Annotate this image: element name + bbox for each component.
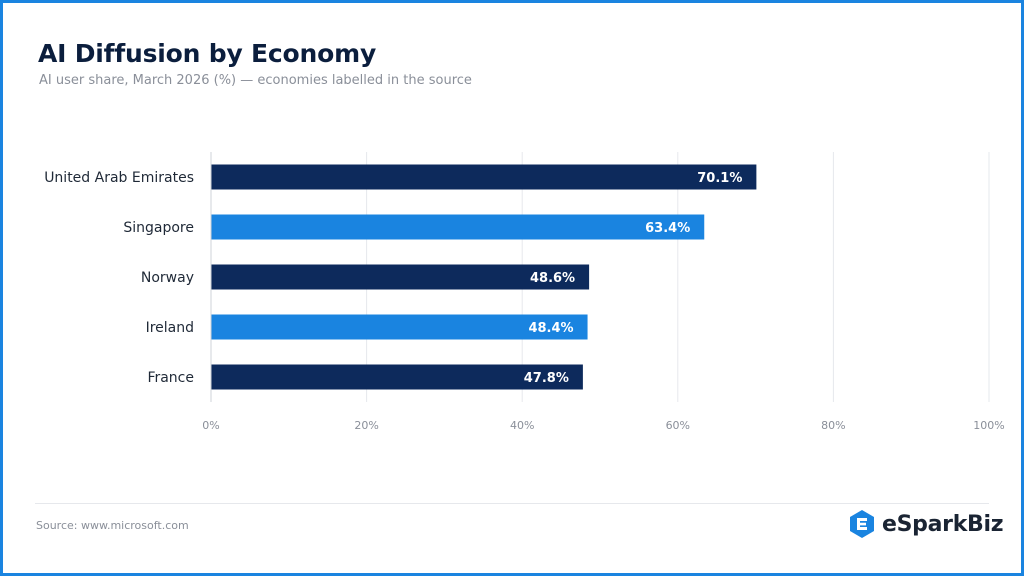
category-label: Singapore (123, 220, 194, 236)
bar (211, 164, 757, 190)
x-tick-label: 100% (973, 419, 1004, 432)
data-label: 48.4% (528, 321, 573, 336)
bar (211, 314, 588, 340)
data-label: 70.1% (697, 171, 742, 186)
data-label: 48.6% (530, 271, 575, 286)
chart-title: AI Diffusion by Economy (38, 39, 377, 68)
category-label: Norway (141, 270, 194, 286)
x-tick-label: 40% (510, 419, 534, 432)
x-tick-label: 80% (821, 419, 845, 432)
chart-subtitle: AI user share, March 2026 (%) — economie… (39, 73, 472, 88)
footer-divider (35, 503, 989, 504)
data-label: 47.8% (524, 371, 569, 386)
bar (211, 264, 590, 290)
category-label: United Arab Emirates (44, 170, 194, 186)
data-label: 63.4% (645, 221, 690, 236)
x-tick-label: 60% (666, 419, 690, 432)
brand-logo: eSparkBiz (848, 508, 1004, 540)
x-tick-label: 0% (202, 419, 219, 432)
source-note: Source: www.microsoft.com (36, 519, 189, 532)
bar (211, 364, 583, 390)
esparkbiz-logo-icon (850, 510, 874, 538)
x-tick-label: 20% (354, 419, 378, 432)
category-label: Ireland (146, 320, 194, 336)
brand-name: eSparkBiz (882, 511, 1004, 537)
category-label: France (147, 370, 194, 386)
bar (211, 214, 705, 240)
